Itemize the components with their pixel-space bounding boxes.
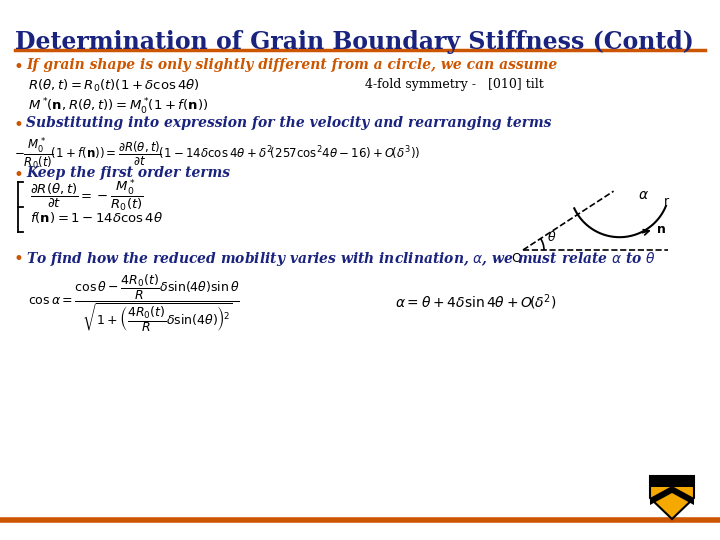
- Text: $-\dfrac{M_0^*}{R_0(t)}\!\left(1+f(\mathbf{n})\right)=\dfrac{\partial R(\theta,t: $-\dfrac{M_0^*}{R_0(t)}\!\left(1+f(\math…: [14, 135, 420, 171]
- Text: •: •: [14, 116, 24, 134]
- Text: Determination of Grain Boundary Stiffness (Contd): Determination of Grain Boundary Stiffnes…: [15, 30, 694, 54]
- Text: $\dfrac{\partial R(\theta,t)}{\partial t}=-\dfrac{M_0^*}{R_0(t)}$: $\dfrac{\partial R(\theta,t)}{\partial t…: [30, 178, 144, 214]
- Text: To find how the reduced mobility varies with inclination, $\alpha$, we must rela: To find how the reduced mobility varies …: [26, 250, 656, 268]
- Text: $\alpha=\theta+4\delta\sin 4\theta+O\!\left(\delta^2\right)$: $\alpha=\theta+4\delta\sin 4\theta+O\!\l…: [395, 292, 557, 312]
- Text: $\cos\alpha=\dfrac{\cos\theta-\dfrac{4R_0(t)}{R}\delta\sin(4\theta)\sin\theta}{\: $\cos\alpha=\dfrac{\cos\theta-\dfrac{4R_…: [28, 272, 240, 334]
- Text: r: r: [664, 195, 669, 208]
- Text: $\alpha$: $\alpha$: [638, 188, 649, 202]
- Text: O: O: [511, 252, 521, 265]
- Text: If grain shape is only slightly different from a circle, we can assume: If grain shape is only slightly differen…: [26, 58, 557, 72]
- Text: n: n: [657, 223, 665, 236]
- Text: $f\left(\mathbf{n}\right)=1-14\delta\cos 4\theta$: $f\left(\mathbf{n}\right)=1-14\delta\cos…: [30, 210, 163, 225]
- Text: Substituting into expression for the velocity and rearranging terms: Substituting into expression for the vel…: [26, 116, 552, 130]
- Polygon shape: [650, 486, 694, 505]
- Text: $M^*\!\left(\mathbf{n},R(\theta,t)\right)=M_0^*\!\left(1+f\left(\mathbf{n}\right: $M^*\!\left(\mathbf{n},R(\theta,t)\right…: [28, 97, 208, 117]
- Polygon shape: [650, 476, 694, 487]
- Text: $R\left(\theta,t\right)=R_0\left(t\right)\left(1+\delta\cos 4\theta\right)$: $R\left(\theta,t\right)=R_0\left(t\right…: [28, 78, 200, 94]
- Text: •: •: [14, 166, 24, 184]
- Polygon shape: [650, 476, 694, 519]
- Text: Keep the first order terms: Keep the first order terms: [26, 166, 230, 180]
- Text: $\theta$: $\theta$: [547, 230, 557, 244]
- Text: 4-fold symmetry -   [010] tilt: 4-fold symmetry - [010] tilt: [365, 78, 544, 91]
- Text: •: •: [14, 58, 24, 76]
- Text: •: •: [14, 250, 24, 268]
